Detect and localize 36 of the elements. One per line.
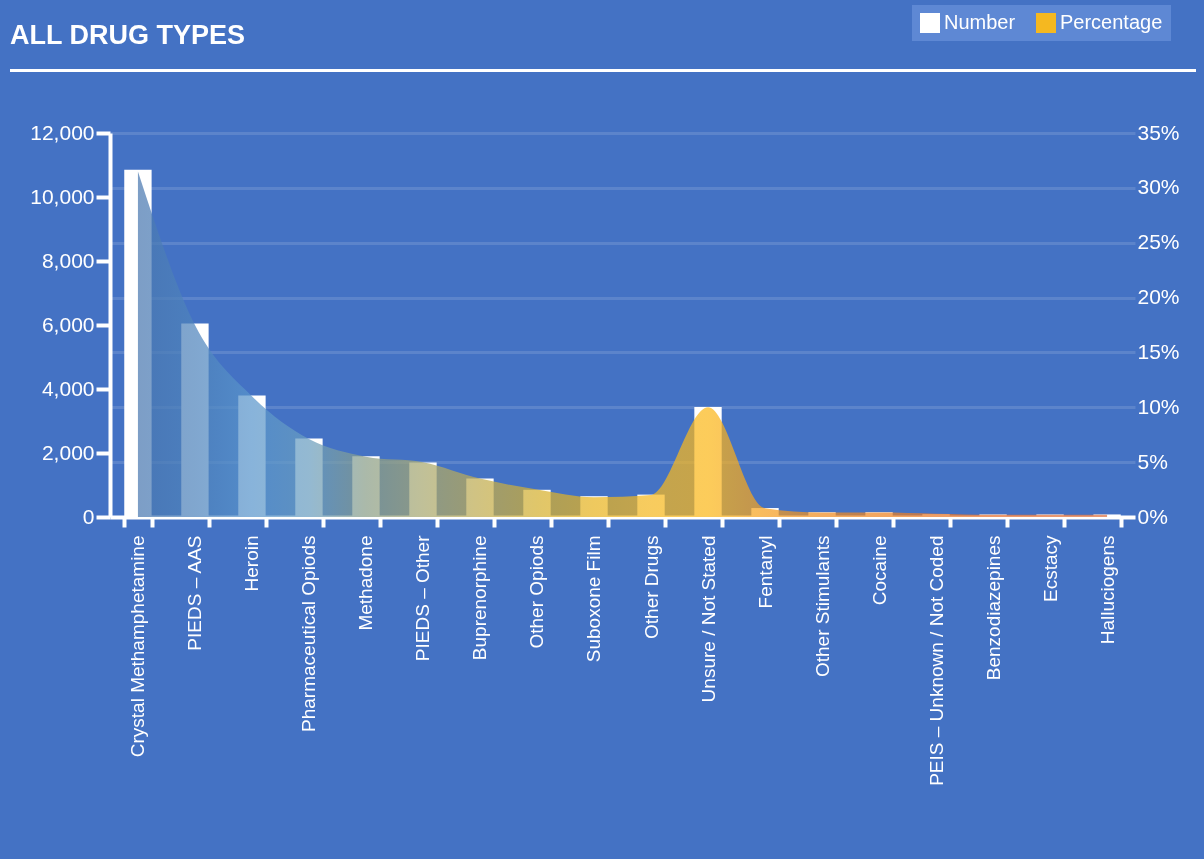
x-tick-label: Suboxone Film [583,535,605,663]
chart-title: ALL DRUG TYPES [10,20,246,50]
x-tick-label: Pharmaceutical Opiods [298,535,320,732]
y2-tick-label: 30% [1137,175,1180,199]
legend-label: Percentage [1060,11,1163,33]
x-tick-label: Benzodiazepines [982,535,1004,681]
y-tick-label: 4,000 [41,376,95,400]
x-tick-label: PIEDS – AAS [184,535,206,651]
x-tick-label: Unsure / Not Stated [697,535,719,703]
x-tick-label: Crystal Methamphetamine [127,535,149,758]
x-tick-label: Cocaine [868,535,890,606]
x-tick-label: PEIS – Unknown / Not Coded [925,535,947,786]
y-tick-label: 10,000 [30,184,95,208]
x-tick-label: Heroin [241,535,263,592]
x-tick-label: Other Opiods [526,535,548,649]
x-tick-label: Other Stimulants [811,535,833,677]
y-tick-label: 12,000 [30,120,95,144]
x-tick-label: Other Drugs [640,535,662,639]
y2-tick-label: 35% [1137,120,1180,144]
y2-tick-label: 0% [1137,504,1168,528]
y2-tick-label: 15% [1137,339,1180,363]
y2-tick-label: 5% [1137,449,1168,473]
x-tick-label: Fentanyl [754,535,776,609]
y2-tick-label: 20% [1137,285,1180,309]
x-tick-label: Buprenorphine [469,535,491,661]
legend-label: Number [944,11,1016,33]
y-tick-label: 2,000 [41,440,95,464]
y-tick-label: 8,000 [41,248,95,272]
y-tick-label: 0 [82,504,95,528]
x-tick-label: Methadone [355,535,377,631]
y2-tick-label: 25% [1137,230,1180,254]
y-tick-label: 6,000 [41,312,95,336]
x-tick-label: PIEDS – Other [412,534,434,662]
y2-tick-label: 10% [1137,394,1180,418]
x-tick-label: Ecstacy [1039,535,1061,603]
x-tick-label: Halluciogens [1096,535,1118,645]
